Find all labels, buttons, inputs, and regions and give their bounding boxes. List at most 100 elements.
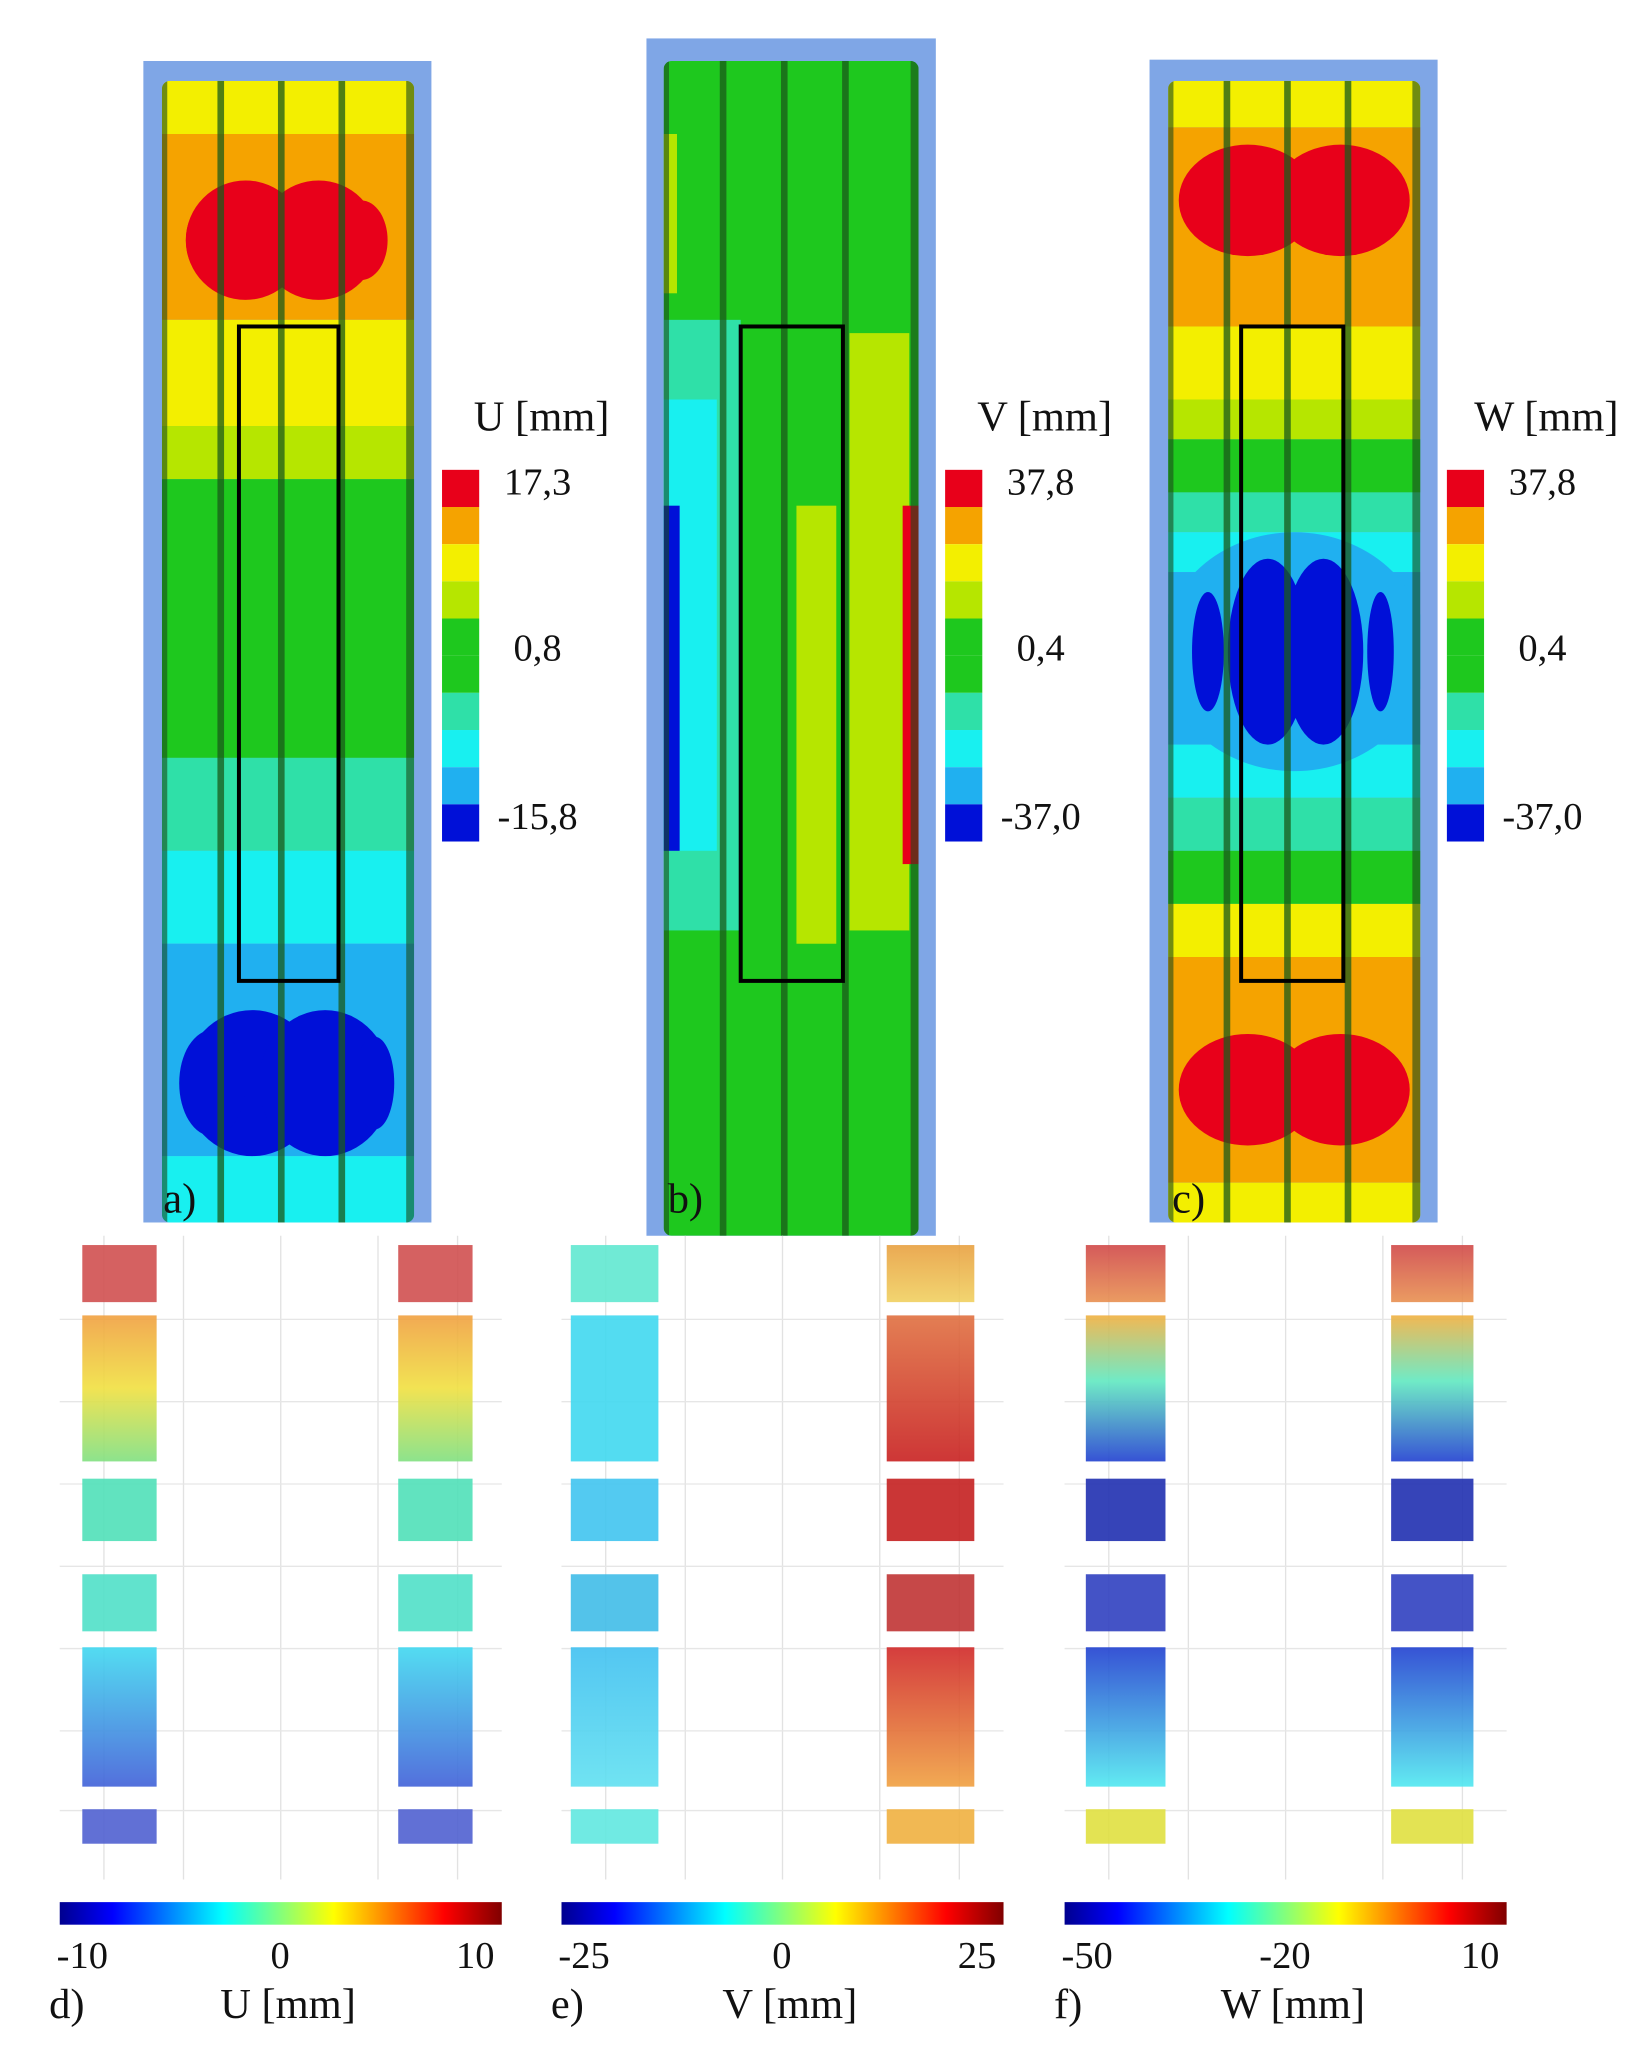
colorbar-tick-label: 17,3 [504, 462, 571, 504]
contour-region [796, 505, 837, 944]
contour-region [849, 333, 910, 931]
colorbar-segment [945, 544, 983, 582]
colorbar-tick-label: 0,4 [1518, 628, 1566, 670]
panel-label: e) [551, 1981, 584, 2028]
colorbar-tick-label: 0,4 [1017, 628, 1065, 670]
point-cloud-block [886, 1478, 975, 1542]
contour-band [1168, 326, 1421, 400]
colorbar-tick-label: 37,8 [1509, 462, 1576, 504]
colorbar-segment [945, 767, 983, 805]
colorbar-segment [945, 655, 983, 693]
edge-right [406, 80, 415, 1223]
point-cloud-block [1391, 1315, 1474, 1462]
colorbar-segment [945, 507, 983, 545]
region-box [236, 324, 341, 983]
contour-blob [258, 1010, 392, 1157]
colorbar-segment [1446, 581, 1485, 619]
colorbar-segment [945, 730, 983, 768]
colorbar-segment [442, 469, 480, 508]
contour-band [1168, 399, 1421, 440]
point-cloud-block [1391, 1809, 1474, 1844]
point-cloud-block [82, 1478, 157, 1542]
point-cloud-block [886, 1647, 975, 1787]
point-cloud-block [82, 1809, 157, 1844]
contour-field [161, 80, 415, 1223]
contour-blob [185, 200, 239, 281]
colorbar-segment [1446, 618, 1485, 656]
stiffener [1223, 80, 1231, 1223]
contour-band [161, 479, 415, 758]
colorbar-segment [945, 581, 983, 619]
contour-band [161, 426, 415, 480]
colorbar-tick-label: 25 [958, 1935, 996, 1977]
colorbar [561, 1902, 1004, 1925]
point-cloud-block [886, 1574, 975, 1632]
point-cloud-block [1391, 1245, 1474, 1303]
point-cloud-block [398, 1809, 473, 1844]
colorbar-tick-label: -25 [558, 1935, 609, 1977]
colorbar-tick-label: 0,8 [514, 628, 562, 670]
colorbar-tick-label: -37,0 [1001, 796, 1081, 838]
stiffener [1344, 80, 1352, 1223]
colorbar-segment [442, 544, 480, 582]
edge-right [1412, 80, 1421, 1223]
contour-blob [1367, 591, 1394, 712]
colorbar-segment [442, 507, 480, 545]
colorbar-segment [442, 618, 480, 656]
contour-blob [1271, 144, 1410, 257]
colorbar-tick-label: 0 [270, 1935, 289, 1977]
point-cloud-block [886, 1315, 975, 1462]
colorbar-segment [945, 618, 983, 656]
point-cloud-block [570, 1647, 659, 1787]
point-cloud-block [1085, 1315, 1166, 1462]
contour-blob [334, 200, 388, 281]
point-cloud-block [82, 1245, 157, 1303]
point-cloud-block [82, 1574, 157, 1632]
edge-left [663, 60, 670, 1236]
colorbar-tick-label: 10 [1461, 1935, 1499, 1977]
colorbar [59, 1902, 502, 1925]
point-cloud-block [570, 1245, 659, 1303]
point-cloud-block [1085, 1245, 1166, 1303]
contour-blob [354, 1036, 395, 1130]
axis-title: U [mm] [220, 1981, 356, 2028]
colorbar-segment [945, 804, 983, 842]
point-cloud-block [1391, 1478, 1474, 1542]
contour-band [1168, 797, 1421, 851]
contour-band [1168, 1182, 1421, 1223]
colorbar [1064, 1902, 1507, 1925]
contour-band [1168, 903, 1421, 958]
point-cloud-block [570, 1574, 659, 1632]
contour-band [161, 757, 415, 851]
colorbar-segment [945, 469, 983, 508]
contour-band [161, 1156, 415, 1223]
colorbar-segment [1446, 469, 1485, 508]
point-cloud-block [82, 1315, 157, 1462]
point-cloud-block [570, 1478, 659, 1542]
colorbar-title: W [mm] [1474, 393, 1618, 440]
colorbar-tick-label: -10 [57, 1935, 108, 1977]
point-cloud-block [570, 1315, 659, 1462]
contour-field [1168, 80, 1421, 1223]
colorbar-tick-label: 0 [772, 1935, 791, 1977]
panel-label: f) [1054, 1981, 1082, 2028]
point-cloud-block [398, 1478, 473, 1542]
point-cloud-block [886, 1809, 975, 1844]
point-cloud-block [398, 1315, 473, 1462]
stiffener [217, 80, 225, 1223]
panel-label: b) [668, 1175, 703, 1222]
point-cloud-block [82, 1647, 157, 1787]
contour-blob [1271, 1033, 1410, 1146]
point-cloud-block [398, 1574, 473, 1632]
colorbar-tick-label: -15,8 [498, 796, 578, 838]
colorbar-title: U [mm] [474, 393, 610, 440]
colorbar-tick-label: 37,8 [1007, 462, 1074, 504]
contour-band [1168, 850, 1421, 904]
colorbar-segment [1446, 655, 1485, 693]
axis-title: V [mm] [722, 1981, 857, 2028]
point-cloud-block [398, 1245, 473, 1303]
colorbar-tick-label: -20 [1259, 1935, 1310, 1977]
point-cloud-block [886, 1245, 975, 1303]
point-cloud-block [1391, 1574, 1474, 1632]
contour-band [1168, 80, 1421, 128]
